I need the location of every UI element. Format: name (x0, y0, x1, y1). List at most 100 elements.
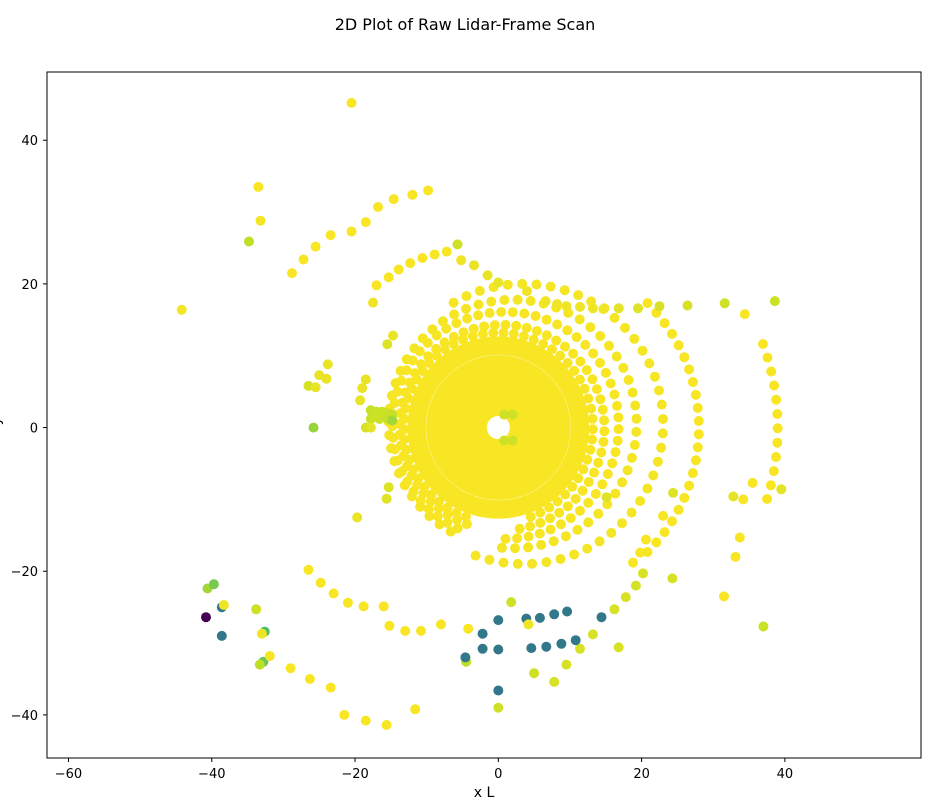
data-point-1133 (581, 365, 592, 376)
data-point-1153 (404, 377, 415, 388)
data-point-1189 (605, 378, 616, 389)
data-point-1267 (409, 343, 420, 354)
data-point-557 (552, 425, 562, 436)
data-point-1342 (667, 328, 677, 339)
data-point-1067 (567, 481, 578, 492)
data-point-1291 (569, 549, 580, 560)
data-point-1278 (399, 480, 410, 491)
data-point-1418 (561, 301, 572, 312)
data-point-1261 (473, 299, 484, 310)
data-points (176, 97, 787, 730)
data-point-1236 (593, 508, 604, 519)
data-point-1323 (448, 297, 459, 308)
data-point-1335 (693, 416, 704, 426)
data-point-1334 (693, 429, 704, 440)
data-point-1501 (436, 619, 446, 630)
data-point-1299 (648, 470, 659, 481)
data-point-1308 (637, 345, 648, 356)
data-point-1073 (587, 424, 598, 435)
data-point-1294 (606, 527, 617, 538)
data-point-1258 (512, 294, 523, 305)
data-point-1251 (595, 331, 606, 341)
data-point-1147 (448, 331, 459, 342)
data-point-1238 (610, 488, 621, 499)
data-point-1296 (626, 507, 637, 518)
data-point-1423 (633, 303, 643, 314)
data-point-1352 (772, 409, 783, 419)
data-point-1340 (679, 352, 690, 363)
data-point-1228 (496, 542, 507, 553)
data-point-1290 (555, 554, 566, 564)
data-point-1429 (728, 491, 739, 502)
data-point-1077 (579, 383, 590, 394)
data-point-1417 (552, 299, 563, 309)
data-point-1317 (531, 279, 542, 290)
data-point-1232 (548, 536, 559, 547)
data-point-1136 (560, 341, 570, 352)
data-point-1326 (659, 527, 670, 538)
data-point-1156 (395, 408, 406, 419)
data-point-1139 (531, 326, 542, 336)
data-point-1197 (541, 314, 552, 325)
data-point-1343 (659, 318, 670, 329)
data-point-1112 (451, 507, 462, 518)
data-point-1369 (373, 202, 383, 212)
data-point-1461 (493, 685, 504, 696)
data-point-1327 (667, 516, 677, 527)
data-point-1322 (461, 291, 472, 302)
data-point-1083 (538, 339, 549, 349)
data-point-1415 (522, 286, 532, 297)
data-point-1076 (583, 393, 594, 404)
data-point-1439 (630, 580, 641, 591)
data-point-1295 (617, 518, 627, 529)
data-point-1332 (690, 455, 701, 466)
data-point-1362 (244, 236, 254, 247)
data-point-1124 (593, 457, 604, 468)
data-point-1457 (477, 628, 488, 639)
data-point-1438 (638, 568, 648, 579)
data-point-1191 (595, 357, 605, 368)
data-point-1203 (473, 310, 484, 321)
data-point-1392 (352, 512, 363, 523)
data-point-1235 (583, 517, 594, 528)
data-point-1190 (600, 367, 611, 378)
data-point-1379 (429, 249, 440, 260)
data-point-1388 (310, 382, 321, 393)
data-point-1274 (384, 430, 395, 441)
data-point-1301 (656, 442, 667, 453)
data-point-1143 (489, 320, 500, 331)
data-point-1330 (684, 480, 695, 491)
data-point-1488 (339, 709, 350, 720)
data-point-1118 (554, 507, 565, 518)
data-point-1434 (730, 551, 741, 562)
data-point-1401 (374, 414, 385, 424)
data-point-1363 (287, 268, 297, 279)
data-point-881 (570, 425, 581, 436)
data-point-1391 (322, 359, 333, 370)
data-point-1443 (587, 629, 598, 640)
data-point-1442 (613, 642, 624, 653)
data-point-1285 (484, 554, 495, 565)
y-tick-label-0: −40 (11, 709, 38, 724)
data-point-1463 (526, 643, 537, 654)
data-point-1245 (630, 400, 641, 411)
data-point-1372 (423, 185, 434, 196)
data-point-1185 (613, 424, 624, 435)
data-point-1125 (596, 447, 607, 458)
data-point-1468 (562, 606, 573, 617)
data-point-1353 (771, 394, 782, 405)
data-point-1250 (604, 340, 614, 351)
data-point-1170 (500, 533, 511, 544)
data-point-1200 (507, 307, 518, 318)
data-point-1149 (431, 343, 442, 354)
data-point-1493 (315, 577, 326, 588)
data-point-1260 (486, 296, 497, 307)
data-point-1205 (451, 318, 462, 329)
data-point-1481 (256, 628, 267, 639)
data-point-1484 (264, 651, 275, 661)
data-point-1248 (618, 362, 629, 373)
data-point-1062 (525, 511, 536, 522)
data-point-1347 (765, 480, 776, 491)
data-point-1281 (424, 511, 435, 522)
